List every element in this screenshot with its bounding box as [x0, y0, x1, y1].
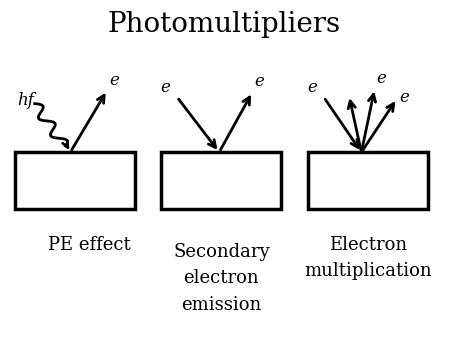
Text: e: e — [376, 70, 386, 87]
Text: hf: hf — [17, 92, 34, 109]
Text: e: e — [307, 79, 317, 96]
Text: e: e — [399, 90, 409, 106]
Text: Photomultipliers: Photomultipliers — [107, 11, 340, 39]
Bar — [162, 152, 281, 209]
Bar — [308, 152, 428, 209]
Bar — [15, 152, 135, 209]
Text: Electron
multiplication: Electron multiplication — [304, 236, 432, 281]
Text: e: e — [255, 73, 265, 90]
Text: e: e — [109, 72, 119, 89]
Text: e: e — [160, 79, 170, 96]
Text: PE effect: PE effect — [48, 236, 131, 254]
Text: Secondary
electron
emission: Secondary electron emission — [173, 243, 270, 314]
